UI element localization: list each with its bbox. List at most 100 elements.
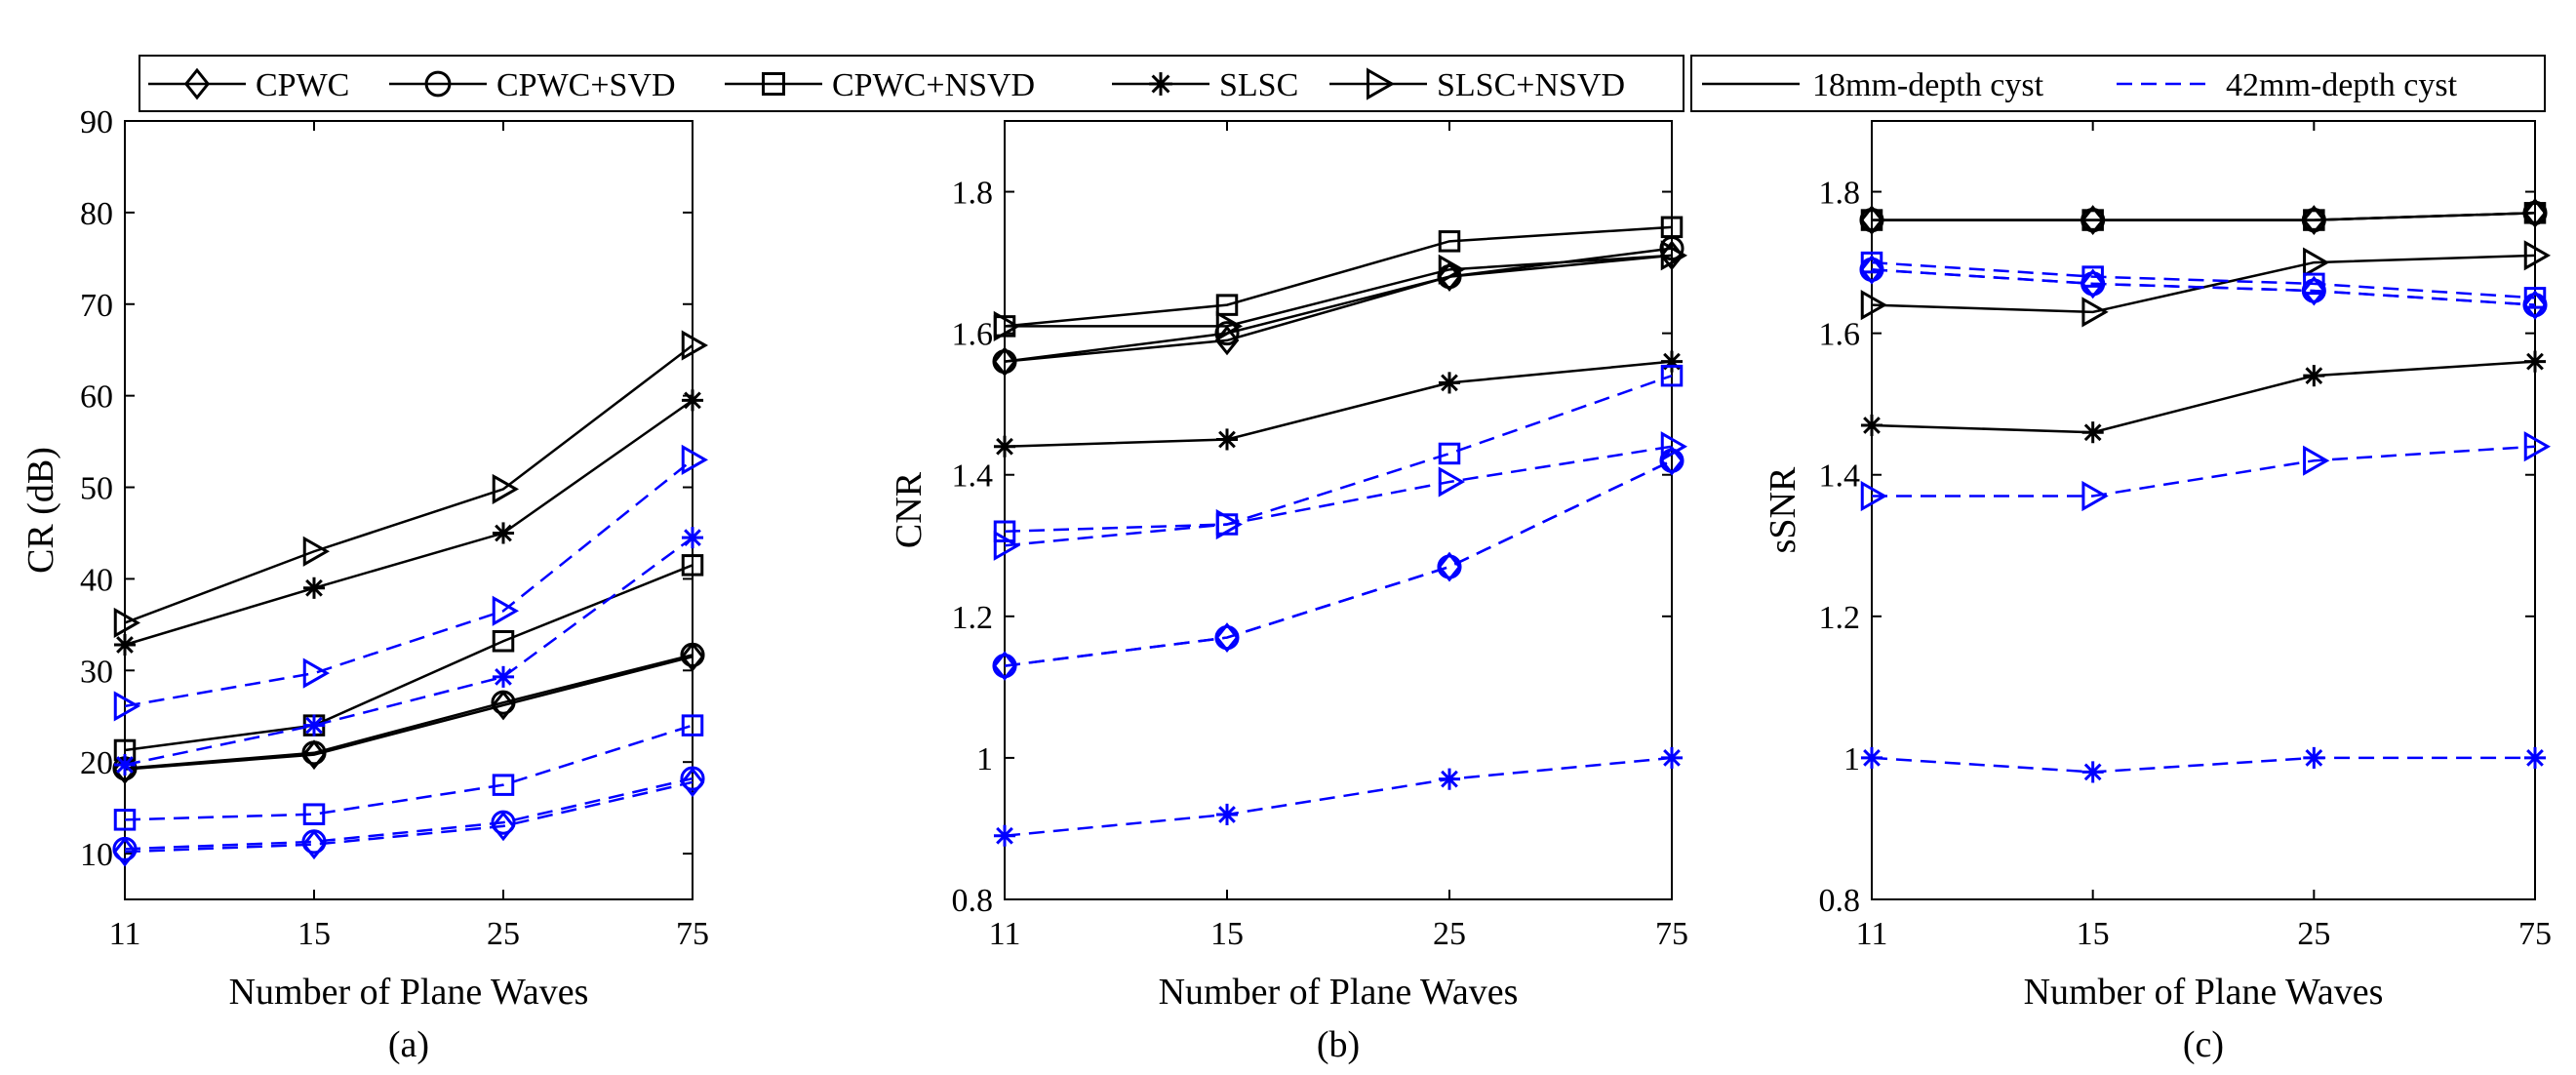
data-point <box>491 811 516 842</box>
data-point <box>681 714 704 737</box>
x-tick-label: 25 <box>1433 916 1466 952</box>
chart-panel-a: 10 20 30 40 50 60 70 80 90 11 15 25 75 Number of Plan… <box>20 104 709 1065</box>
series-cpwc-nsvd-42mm <box>1860 251 2547 309</box>
y-tick-label: 0.8 <box>1819 883 1861 919</box>
x-tick-label: 25 <box>2297 916 2330 952</box>
data-point <box>2523 240 2552 271</box>
series-cpwc-nsvd-42mm <box>113 714 704 831</box>
data-point <box>113 633 137 657</box>
data-point <box>2303 247 2330 278</box>
y-tick-label: 1.2 <box>952 600 994 636</box>
data-point <box>113 753 137 776</box>
series-slsc-nsvd-42mm <box>993 431 1688 561</box>
data-point <box>2081 205 2105 235</box>
y-tick-label: 1.6 <box>952 317 994 353</box>
data-point <box>2523 431 2552 462</box>
data-point <box>1215 428 1239 451</box>
data-point <box>993 530 1021 561</box>
data-point <box>2523 202 2547 224</box>
series-cpwc-nsvd-18mm <box>113 554 704 762</box>
data-point <box>2523 746 2547 769</box>
data-point <box>1215 803 1239 825</box>
series-line <box>1871 254 2536 314</box>
y-tick-label: 40 <box>80 562 113 598</box>
data-point <box>1438 442 1461 465</box>
panel-caption: (c) <box>2183 1024 2224 1065</box>
series-line <box>1004 459 1673 667</box>
series-line <box>1004 756 1673 837</box>
data-point <box>2522 290 2548 321</box>
data-point <box>1214 625 1240 651</box>
series-slsc-nsvd-18mm <box>1860 240 2552 328</box>
data-point <box>1438 466 1466 498</box>
y-tick-label: 70 <box>80 288 113 324</box>
data-point <box>2303 445 2330 476</box>
series-line <box>1004 254 1673 363</box>
data-point <box>1860 746 1883 769</box>
x-tick-label: 11 <box>109 916 141 952</box>
y-tick-label: 1.2 <box>1819 600 1861 636</box>
data-point <box>1215 294 1239 316</box>
data-point <box>1438 230 1461 253</box>
x-tick-label: 11 <box>989 916 1021 952</box>
data-point <box>491 690 516 715</box>
series-line <box>124 776 694 851</box>
data-point <box>992 654 1017 679</box>
data-point <box>2303 365 2325 387</box>
series-line <box>1871 268 2536 306</box>
data-point <box>1215 508 1244 540</box>
data-point <box>2522 197 2548 228</box>
legend-label: 18mm-depth cyst <box>1812 67 2044 103</box>
series-slsc-nsvd-42mm <box>1860 431 2552 512</box>
y-axis-label: sSNR <box>1763 466 1803 553</box>
series-cpwc-42mm <box>992 445 1684 682</box>
legend-depth-18mm: 18mm-depth cyst <box>1702 67 2044 103</box>
data-point <box>1660 350 1684 373</box>
series-line <box>1871 260 2536 299</box>
legend-marker-square <box>762 72 785 96</box>
data-point <box>1660 216 1684 239</box>
data-point <box>2303 272 2325 296</box>
data-point <box>681 389 704 412</box>
series-slsc-42mm <box>113 527 704 776</box>
y-tick-label: 30 <box>80 654 113 690</box>
data-point <box>681 554 704 577</box>
series-cpwc-svd-42mm <box>992 448 1684 679</box>
x-axis-label: Number of Plane Waves <box>229 972 589 1013</box>
data-point <box>1438 254 1466 285</box>
data-point <box>113 691 141 722</box>
y-tick-label: 60 <box>80 379 113 416</box>
data-point <box>1660 431 1688 462</box>
legend-label: CPWC+SVD <box>496 67 676 103</box>
data-point <box>113 809 137 831</box>
data-point <box>2081 209 2104 231</box>
legend-label: CPWC+NSVD <box>832 67 1035 103</box>
series-line <box>1872 212 2536 221</box>
data-point <box>2081 268 2105 299</box>
x-tick-label: 11 <box>1856 916 1888 952</box>
series-cpwc-nsvd-18mm <box>1860 202 2547 231</box>
series-line <box>124 656 694 771</box>
data-point <box>1660 746 1684 769</box>
legend-entry-3: SLSC <box>1112 67 1298 103</box>
y-axis-label: CNR <box>889 471 930 548</box>
data-point <box>2523 287 2547 309</box>
data-point <box>302 577 326 599</box>
data-point <box>113 607 141 639</box>
series-line <box>1004 374 1673 534</box>
series-line <box>1004 445 1673 547</box>
series-line <box>124 344 694 624</box>
data-point <box>1437 554 1462 579</box>
series-slsc-nsvd-42mm <box>113 444 709 722</box>
data-point <box>301 829 327 855</box>
data-point <box>492 595 520 626</box>
data-point <box>993 824 1016 847</box>
legend-entry-4: SLSC+NSVD <box>1329 67 1625 103</box>
data-point <box>2081 265 2104 288</box>
legend-label: 42mm-depth cyst <box>2226 67 2458 103</box>
series-line <box>124 654 694 770</box>
panel-caption: (a) <box>388 1024 429 1065</box>
panel-caption: (b) <box>1317 1024 1360 1065</box>
legend-label: CPWC <box>256 67 349 103</box>
